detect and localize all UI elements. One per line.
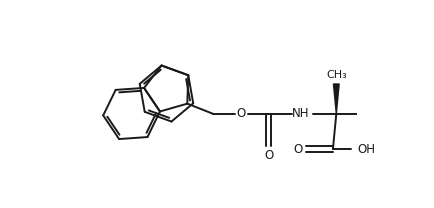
- Text: O: O: [264, 149, 273, 162]
- Text: CH₃: CH₃: [326, 69, 347, 79]
- Text: OH: OH: [358, 142, 376, 156]
- Polygon shape: [333, 84, 339, 114]
- Text: O: O: [293, 142, 302, 156]
- Text: NH: NH: [293, 107, 310, 120]
- Text: O: O: [237, 107, 246, 120]
